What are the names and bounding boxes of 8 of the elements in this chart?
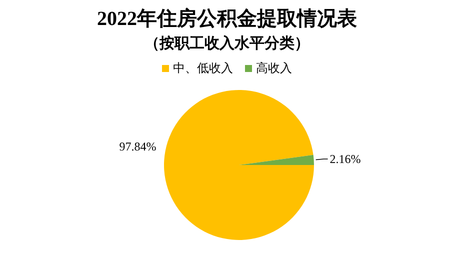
chart-title: 2022年住房公积金提取情况表	[96, 6, 358, 32]
legend-label: 高收入	[256, 60, 292, 77]
data-label: 2.16%	[330, 152, 361, 166]
legend-label: 中、低收入	[173, 60, 233, 77]
pie-slice	[164, 90, 314, 240]
pie-slice	[239, 154, 314, 165]
chart-subtitle: （按职工收入水平分类）	[144, 34, 310, 53]
data-label: 97.84%	[119, 140, 156, 154]
